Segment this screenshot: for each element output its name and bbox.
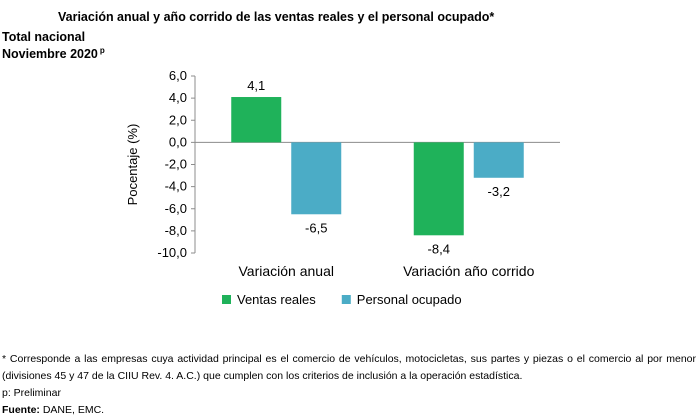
footnote-scope: * Corresponde a las empresas cuya activi… xyxy=(2,353,696,382)
footnotes: * Corresponde a las empresas cuya activi… xyxy=(2,351,696,419)
source-text: DANE, EMC. xyxy=(42,404,105,416)
legend-label: Personal ocupado xyxy=(357,292,462,307)
x-category-label: Variación anual xyxy=(239,263,334,279)
footnote-source: Fuente: DANE, EMC. xyxy=(2,402,696,419)
legend-label: Ventas reales xyxy=(237,292,316,307)
y-axis-title: Pocentaje (%) xyxy=(125,124,140,206)
y-tick-label: -10,0 xyxy=(157,245,187,260)
preliminary-mark: p xyxy=(99,46,105,55)
y-tick-label: -6,0 xyxy=(165,201,187,216)
y-tick-label: 4,0 xyxy=(169,90,187,105)
data-label: 4,1 xyxy=(247,78,265,93)
y-tick-label: 0,0 xyxy=(169,134,187,149)
y-tick-label: -2,0 xyxy=(165,157,187,172)
bar xyxy=(231,97,282,143)
x-category-label: Variación año corrido xyxy=(403,263,534,279)
footnote-preliminary: p: Preliminar xyxy=(2,387,61,399)
bar xyxy=(473,142,524,178)
data-label: -6,5 xyxy=(305,220,327,235)
y-tick-label: 2,0 xyxy=(169,112,187,127)
data-label: -3,2 xyxy=(488,184,510,199)
y-tick-label: -4,0 xyxy=(165,179,187,194)
data-label: -8,4 xyxy=(428,241,450,256)
bar-chart: 6,0 4,0 2,0 0,0 -2,0 -4,0 -6,0 -8,0 -10,0 Pocenta… xyxy=(125,68,560,307)
legend-swatch xyxy=(341,295,351,304)
chart-date: Noviembre 2020 p xyxy=(2,46,105,61)
y-tick-label: -8,0 xyxy=(165,223,187,238)
bar xyxy=(291,142,342,215)
bar xyxy=(413,142,464,236)
source-label: Fuente: xyxy=(2,404,40,416)
chart-title: Variación anual y año corrido de las ven… xyxy=(58,10,495,24)
legend-swatch xyxy=(222,295,231,304)
y-tick-label: 6,0 xyxy=(169,68,187,83)
chart-subtitle: Total nacional xyxy=(2,30,86,44)
chart-date-text: Noviembre 2020 xyxy=(2,47,98,62)
